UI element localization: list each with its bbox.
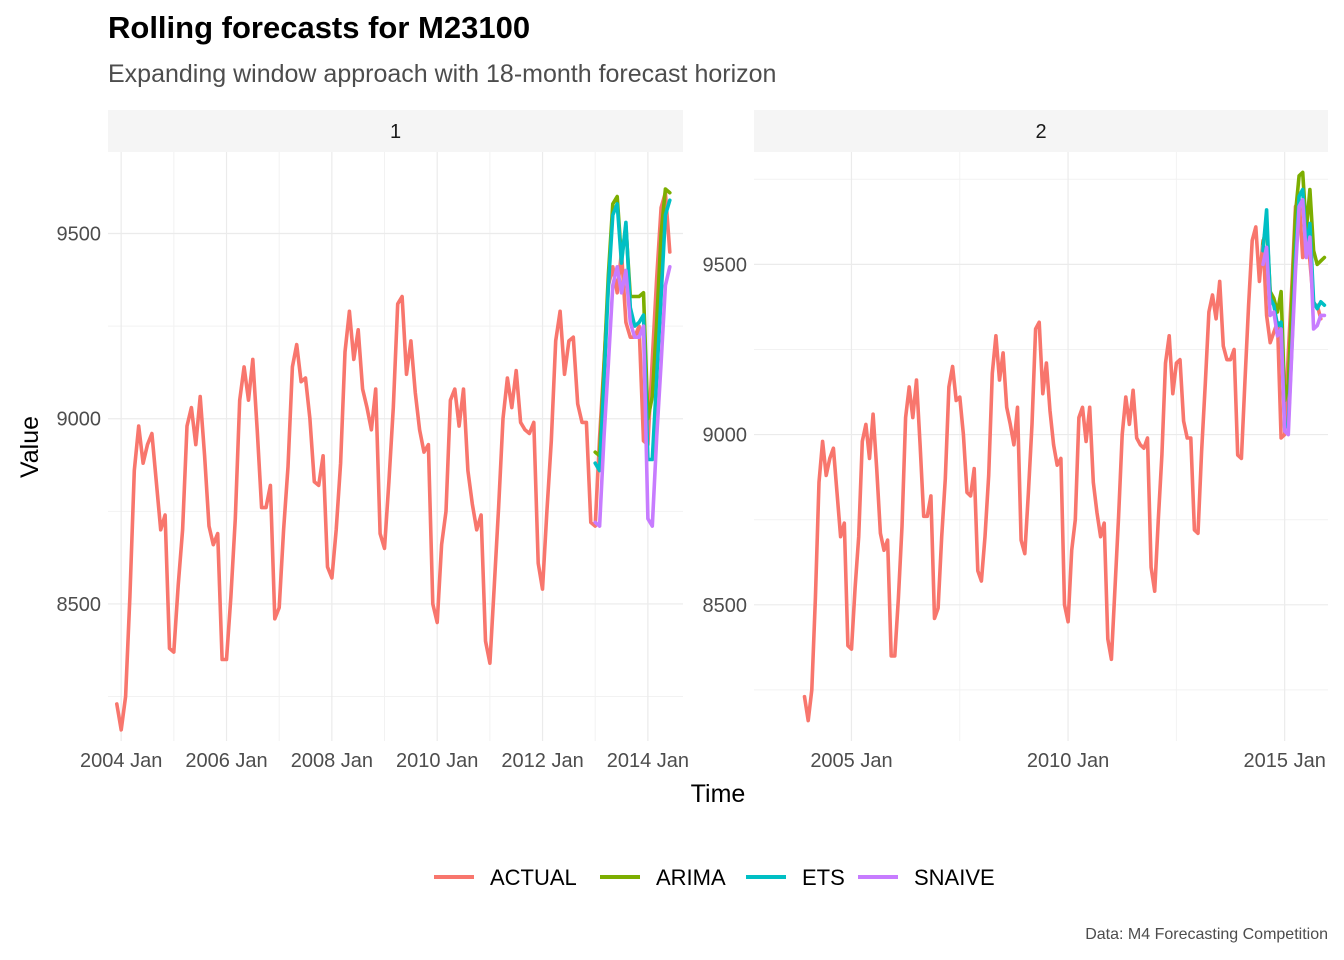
y-axis-title: Value <box>16 416 44 478</box>
x-tick-label: 2005 Jan <box>810 750 892 772</box>
y-tick-label: 9500 <box>703 254 748 276</box>
x-tick-label: 2008 Jan <box>291 750 373 772</box>
x-tick-label: 2014 Jan <box>607 750 689 772</box>
series-line-ets <box>593 198 672 473</box>
legend-item-ets: ETS <box>746 865 845 890</box>
facet-strip-label: 1 <box>390 121 401 143</box>
x-tick-label: 2004 Jan <box>80 750 162 772</box>
facet-strip-label: 2 <box>1035 121 1046 143</box>
facet-strip-1 <box>108 110 683 152</box>
x-tick-label: 2015 Jan <box>1244 750 1326 772</box>
y-tick-label: 9500 <box>57 223 102 245</box>
x-tick-label: 2006 Jan <box>185 750 267 772</box>
legend: ACTUAL ARIMA ETS SNAIVE <box>434 865 995 890</box>
facet-panel-1: 1 2004 Jan 2006 Jan 2008 Jan 2010 Jan 2012 Ja… <box>57 110 689 772</box>
legend-label: ETS <box>802 865 845 890</box>
legend-label: ACTUAL <box>490 865 577 890</box>
series-line-snaive <box>593 264 672 528</box>
chart-subtitle: Expanding window approach with 18-month … <box>108 60 777 88</box>
x-tick-label: 2010 Jan <box>1027 750 1109 772</box>
data-source-caption: Data: M4 Forecasting Competition <box>1085 926 1328 943</box>
series-line-actual <box>802 197 1323 723</box>
series-line-actual <box>115 190 672 732</box>
y-tick-label: 8500 <box>703 595 748 617</box>
x-tick-label: 2012 Jan <box>501 750 583 772</box>
y-tick-label: 9000 <box>703 425 748 447</box>
facet-strip-2 <box>754 110 1328 152</box>
legend-label: ARIMA <box>656 865 726 890</box>
series-line-snaive <box>1261 197 1327 437</box>
facet-panel-2: 2 2005 Jan 2010 Jan 2015 Jan 8500 9000 9500 <box>703 110 1328 772</box>
legend-item-arima: ARIMA <box>600 865 726 890</box>
legend-item-snaive: SNAIVE <box>858 865 995 890</box>
legend-item-actual: ACTUAL <box>434 865 577 890</box>
chart-title: Rolling forecasts for M23100 <box>108 10 531 45</box>
series-line-arima <box>1261 170 1327 403</box>
y-tick-label: 9000 <box>57 409 102 431</box>
legend-label: SNAIVE <box>914 865 995 890</box>
y-tick-label: 8500 <box>57 594 102 616</box>
x-tick-label: 2010 Jan <box>396 750 478 772</box>
x-axis-title: Time <box>691 780 746 808</box>
